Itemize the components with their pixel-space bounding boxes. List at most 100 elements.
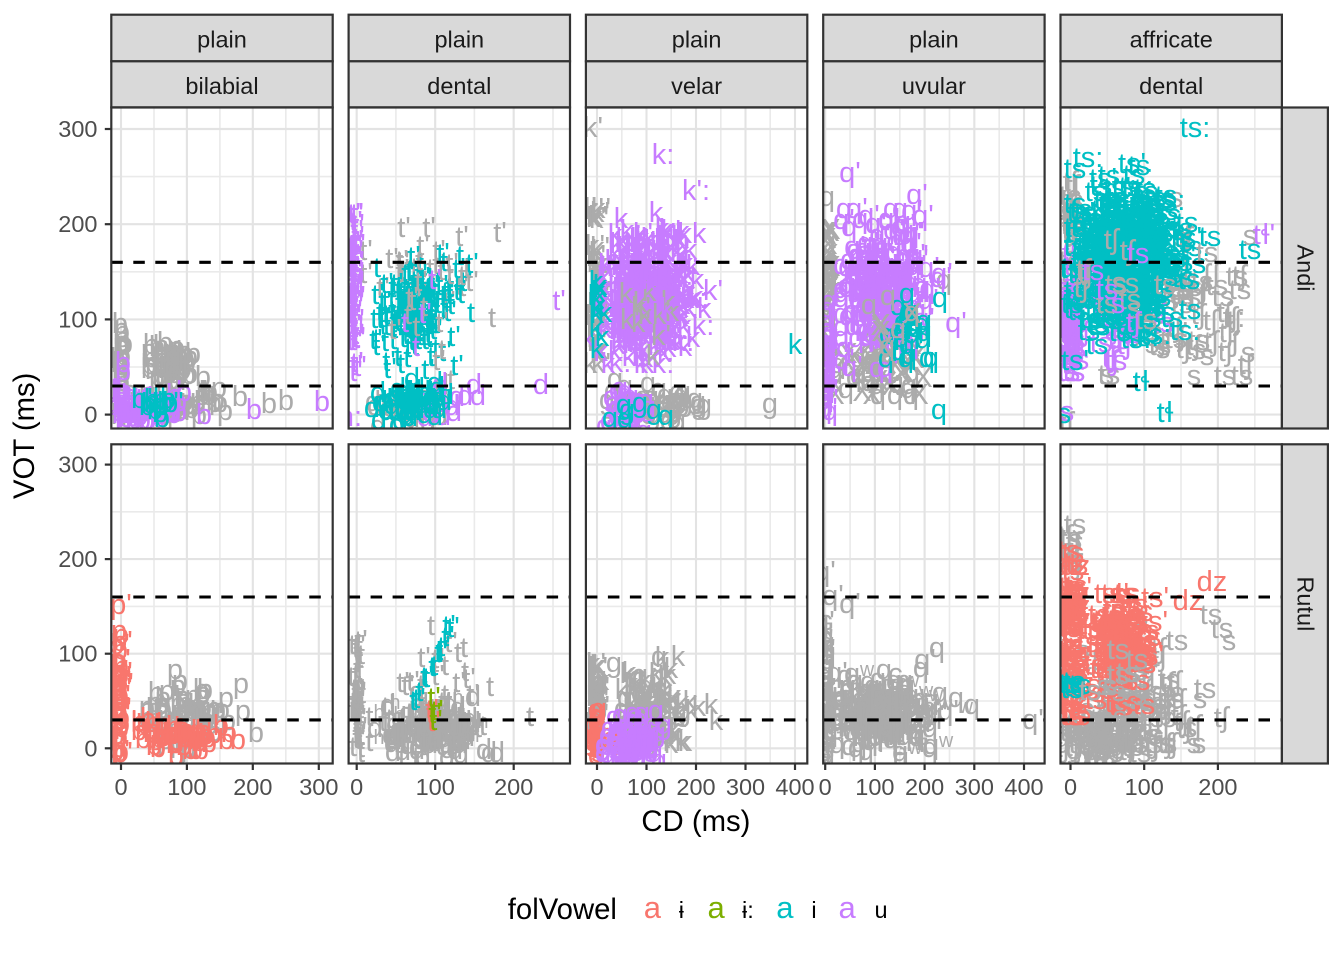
svg-text:k: k bbox=[678, 331, 693, 363]
svg-text:X: X bbox=[812, 339, 831, 371]
svg-text:t': t' bbox=[349, 273, 363, 305]
svg-text:q: q bbox=[866, 269, 882, 301]
svg-text:k': k' bbox=[587, 326, 607, 358]
svg-text:t': t' bbox=[450, 350, 464, 382]
svg-text:d: d bbox=[383, 383, 399, 415]
svg-text:X: X bbox=[874, 332, 893, 364]
svg-text:200: 200 bbox=[233, 774, 272, 800]
svg-text:k':: k': bbox=[682, 175, 710, 207]
svg-text:t': t' bbox=[410, 252, 424, 284]
svg-text:X: X bbox=[819, 324, 838, 356]
svg-text:k: k bbox=[619, 312, 634, 344]
svg-text:q': q' bbox=[814, 359, 836, 391]
svg-text:g: g bbox=[609, 374, 625, 406]
svg-text:t': t' bbox=[421, 354, 435, 386]
svg-text:b: b bbox=[123, 398, 139, 430]
svg-text:a: a bbox=[708, 890, 726, 925]
svg-text:k: k bbox=[626, 259, 641, 291]
svg-text:b: b bbox=[159, 391, 175, 423]
svg-text:kk: kk bbox=[614, 298, 644, 330]
svg-text:d: d bbox=[404, 381, 420, 413]
svg-text:g: g bbox=[645, 399, 661, 431]
svg-text:q: q bbox=[840, 268, 856, 300]
svg-text:kk: kk bbox=[626, 301, 656, 333]
svg-text:k:: k: bbox=[664, 284, 687, 316]
svg-text:p: p bbox=[129, 382, 145, 414]
svg-text:q': q' bbox=[875, 280, 897, 312]
svg-text:g: g bbox=[622, 401, 638, 433]
svg-text:kk: kk bbox=[661, 299, 691, 331]
svg-text:q': q' bbox=[885, 236, 907, 268]
svg-text:q': q' bbox=[839, 157, 861, 189]
svg-text:X: X bbox=[816, 301, 835, 333]
svg-text:t': t' bbox=[407, 296, 421, 328]
svg-text:d: d bbox=[431, 393, 447, 425]
svg-text:t': t' bbox=[385, 243, 399, 275]
svg-text:g: g bbox=[612, 372, 628, 404]
svg-text:k': k' bbox=[620, 304, 640, 336]
svg-text:g: g bbox=[617, 378, 633, 410]
svg-text:k:: k: bbox=[639, 342, 662, 374]
svg-text:k:: k: bbox=[687, 282, 710, 314]
svg-text:ɨ:: ɨ: bbox=[742, 897, 754, 923]
svg-text:q: q bbox=[881, 332, 897, 364]
svg-text:t: t bbox=[431, 283, 439, 315]
svg-text:q': q' bbox=[857, 227, 879, 259]
svg-text:d: d bbox=[420, 406, 436, 438]
svg-text:tʃ:: tʃ: bbox=[1168, 274, 1191, 306]
svg-text:t: t bbox=[438, 334, 446, 366]
svg-text:t': t' bbox=[370, 303, 384, 335]
svg-text:q': q' bbox=[855, 250, 877, 282]
svg-text:k: k bbox=[676, 289, 691, 321]
svg-text:d: d bbox=[382, 719, 398, 751]
svg-text:b: b bbox=[176, 376, 192, 408]
svg-text:ts: ts bbox=[1061, 318, 1084, 350]
svg-text:k: k bbox=[593, 256, 608, 288]
svg-text:k': k' bbox=[629, 266, 649, 298]
svg-text:q: q bbox=[880, 280, 896, 312]
svg-text:t': t' bbox=[350, 198, 364, 230]
svg-text:b: b bbox=[154, 396, 170, 428]
svg-text:b: b bbox=[114, 316, 130, 348]
svg-text:k: k bbox=[611, 250, 626, 282]
svg-text:t': t' bbox=[350, 275, 364, 307]
svg-text:g: g bbox=[626, 383, 642, 415]
svg-text:k: k bbox=[591, 235, 606, 267]
svg-text:b: b bbox=[119, 397, 135, 429]
svg-text:k': k' bbox=[589, 203, 609, 235]
svg-text:q': q' bbox=[905, 277, 927, 309]
svg-text:t': t' bbox=[419, 264, 433, 296]
svg-text:p: p bbox=[163, 346, 179, 378]
svg-text:q': q' bbox=[898, 259, 920, 291]
svg-text:t': t' bbox=[350, 225, 364, 257]
svg-text:X: X bbox=[818, 250, 837, 282]
svg-text:t: t bbox=[402, 312, 410, 344]
svg-text:t': t' bbox=[420, 281, 434, 313]
svg-text:d: d bbox=[365, 386, 381, 418]
svg-text:k': k' bbox=[622, 269, 642, 301]
svg-text:d: d bbox=[446, 396, 462, 428]
svg-text:q: q bbox=[863, 344, 879, 376]
svg-text:d: d bbox=[412, 390, 428, 422]
svg-text:g: g bbox=[633, 383, 649, 415]
svg-text:d: d bbox=[403, 395, 419, 427]
svg-text:k: k bbox=[630, 252, 645, 284]
svg-text:k: k bbox=[651, 236, 666, 268]
svg-text:k': k' bbox=[649, 292, 669, 324]
svg-text:k: k bbox=[623, 270, 638, 302]
svg-text:tʃ: tʃ bbox=[1126, 307, 1143, 339]
svg-text:q: q bbox=[818, 368, 834, 400]
svg-text:kk: kk bbox=[629, 267, 659, 299]
svg-text:tɕ: tɕ bbox=[1061, 208, 1084, 240]
svg-text:q: q bbox=[904, 318, 920, 350]
svg-text:X: X bbox=[821, 214, 840, 246]
svg-text:p: p bbox=[156, 386, 172, 418]
svg-text:X: X bbox=[818, 310, 837, 342]
svg-text:q: q bbox=[867, 267, 883, 299]
svg-text:t': t' bbox=[427, 268, 441, 300]
svg-text:q': q' bbox=[846, 256, 868, 288]
svg-text:q': q' bbox=[931, 258, 953, 290]
svg-text:k': k' bbox=[589, 296, 609, 328]
svg-text:300: 300 bbox=[58, 452, 97, 478]
svg-text:t: t bbox=[430, 274, 438, 306]
